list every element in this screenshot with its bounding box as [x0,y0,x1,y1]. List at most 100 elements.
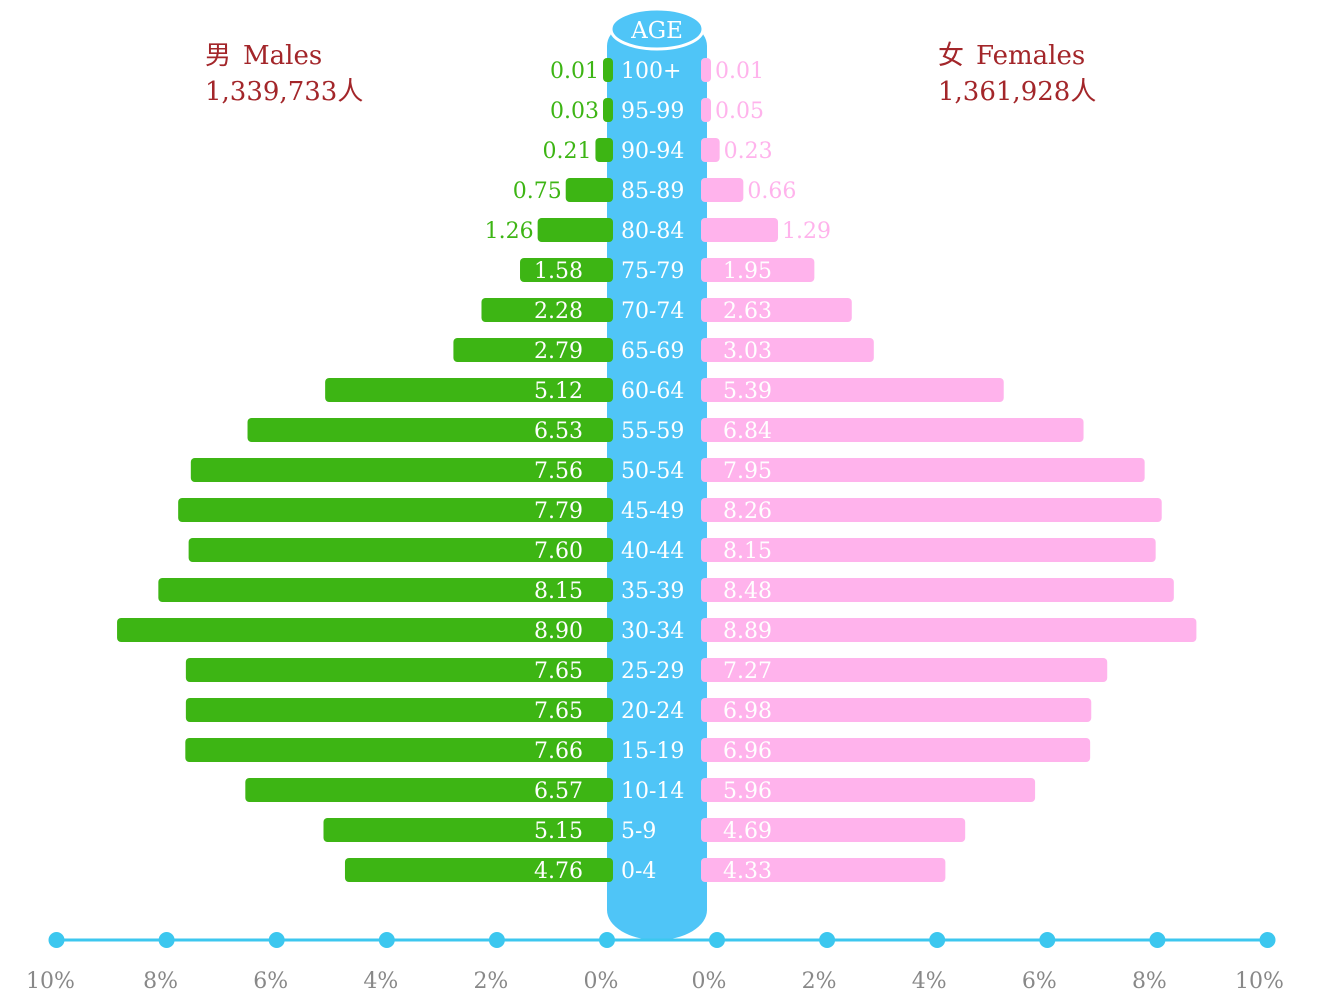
x-axis-tick-dot [378,932,395,948]
female-bar [701,98,711,122]
female-value-label: 8.89 [723,619,772,644]
age-column [607,16,707,940]
x-tick-label-left: 0% [584,969,619,994]
female-value-label: 3.03 [723,339,772,364]
male-bar [245,778,613,802]
x-axis-tick-dot [1039,932,1056,948]
x-tick-label-left: 4% [363,969,398,994]
age-category-label: 45-49 [621,499,684,524]
male-bar [188,538,613,562]
male-value-label: 7.60 [534,539,583,564]
male-bar [323,818,613,842]
female-value-label: 5.96 [723,779,772,804]
male-value-label: 7.66 [534,739,583,764]
male-value-label: 5.12 [534,379,583,404]
legend-males: 男 Males 1,339,733人 [205,38,363,110]
age-header-label: AGE [630,18,683,44]
female-bar [701,578,1174,602]
female-value-label: 4.33 [723,859,772,884]
female-value-label: 7.27 [723,659,772,684]
male-value-label: 6.57 [534,779,583,804]
x-tick-label-right: 2% [802,969,837,994]
male-bar [190,458,613,482]
female-bar [701,58,711,82]
male-bar [185,738,613,762]
age-category-label: 0-4 [621,859,656,884]
male-total: 1,339,733人 [205,77,364,107]
female-value-label: 2.63 [723,299,772,324]
age-category-label: 70-74 [621,299,684,324]
age-category-label: 85-89 [621,179,684,204]
male-bar [178,498,613,522]
male-value-label: 0.01 [550,59,599,84]
male-bar [185,658,613,682]
male-value-label: 7.65 [534,659,583,684]
x-axis-tick-dot [709,932,725,948]
female-bar [701,458,1145,482]
x-axis-tick-dot [1259,932,1276,948]
female-bar [701,178,744,202]
age-category-label: 55-59 [621,419,684,444]
male-bar [603,58,613,82]
x-tick-label-right: 4% [912,969,947,994]
male-bar [603,98,613,122]
female-bar [701,618,1197,642]
x-axis-tick-dot [268,932,285,948]
female-value-label: 8.26 [723,499,772,524]
female-bar [701,778,1036,802]
female-bar [701,818,966,842]
male-bar [565,178,613,202]
female-bar [701,258,815,282]
male-bar [247,418,613,442]
male-value-label: 0.03 [550,99,599,124]
female-bar [701,698,1092,722]
x-axis-tick-dot [599,932,615,948]
x-tick-label-left: 10% [26,969,75,994]
age-category-label: 35-39 [621,579,684,604]
female-value-label: 7.95 [723,459,772,484]
x-tick-label-left: 8% [143,969,178,994]
female-bar [701,538,1156,562]
x-tick-label-right: 8% [1132,969,1167,994]
age-category-label: 60-64 [621,379,684,404]
female-total: 1,361,928人 [938,77,1097,107]
age-category-label: 65-69 [621,339,684,364]
age-category-label: 95-99 [621,99,684,124]
female-bar [701,298,852,322]
male-symbol: 男 [205,41,232,71]
male-value-label: 0.21 [542,139,591,164]
male-value-label: 8.90 [534,619,583,644]
female-bar [701,218,779,242]
age-category-label: 80-84 [621,219,684,244]
x-axis-tick-dot [929,932,946,948]
male-value-label: 7.56 [534,459,583,484]
age-category-label: 20-24 [621,699,684,724]
female-bar [701,418,1084,442]
male-value-label: 5.15 [534,819,583,844]
female-value-label: 4.69 [723,819,772,844]
male-bar [344,858,613,882]
male-value-label: 8.15 [534,579,583,604]
age-category-label: 25-29 [621,659,684,684]
legend-females: 女 Females 1,361,928人 [938,38,1096,110]
female-value-label: 0.01 [715,59,764,84]
x-axis-tick-dot [488,932,505,948]
male-bar [117,618,614,642]
x-axis-tick-dot [48,932,65,948]
male-bar [537,218,613,242]
female-value-label: 8.48 [723,579,772,604]
age-category-label: 90-94 [621,139,684,164]
female-value-label: 1.29 [782,219,831,244]
female-value-label: 0.23 [724,139,773,164]
male-value-label: 0.75 [513,179,562,204]
age-category-label: 50-54 [621,459,684,484]
male-value-label: 2.79 [534,339,583,364]
female-value-label: 0.05 [715,99,764,124]
female-value-label: 5.39 [723,379,772,404]
male-label: Males [243,41,323,71]
male-bar [158,578,613,602]
female-bar [701,738,1091,762]
x-tick-label-right: 10% [1235,969,1284,994]
x-axis-tick-dot [819,932,836,948]
age-category-label: 5-9 [621,819,656,844]
